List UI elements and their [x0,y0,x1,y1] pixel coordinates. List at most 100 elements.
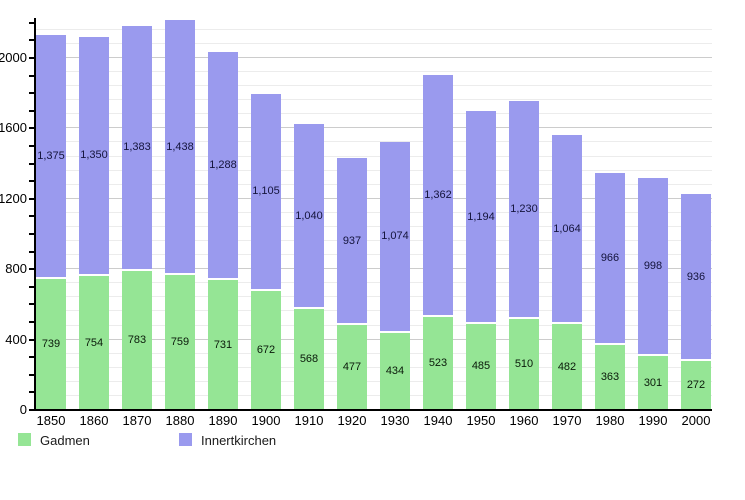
gadmen-segment-1890 [208,280,238,409]
y-axis-label-400: 400 [5,332,27,347]
innertkirchen-segment-1930 [380,141,410,331]
gridline-minor [36,240,712,241]
gadmen-segment-1920 [337,325,367,409]
gadmen-value-label-1910: 568 [299,353,319,365]
innertkirchen-value-label-1880: 1,438 [166,141,194,153]
x-axis-label-1910: 1910 [294,413,324,428]
innertkirchen-segment-1970 [552,134,582,323]
gadmen-swatch-icon [18,433,31,446]
gridline-minor [36,282,712,283]
y-axis-tick [29,409,34,411]
innertkirchen-segment-1850 [36,34,66,277]
x-axis-label-1970: 1970 [552,413,582,428]
innertkirchen-value-label-1940: 1,362 [424,189,452,201]
y-axis-tick [29,180,34,182]
gridline-minor [36,99,712,100]
gridline-minor [36,381,712,382]
innertkirchen-value-label-1890: 1,288 [209,159,237,171]
gadmen-segment-1950 [466,323,496,409]
gridline-minor [36,85,712,86]
x-axis-label-1980: 1980 [595,413,625,428]
gadmen-value-label-1960: 510 [514,358,534,370]
innertkirchen-value-label-1970: 1,064 [553,223,581,235]
legend-label-gadmen: Gadmen [40,433,90,448]
innertkirchen-value-label-1930: 1,074 [381,230,409,242]
innertkirchen-segment-1910 [294,123,324,308]
gridline-minor [36,43,712,44]
gridline-major [36,57,712,58]
gadmen-segment-1960 [509,319,539,409]
gadmen-value-label-1990: 301 [643,377,663,389]
innertkirchen-value-label-1960: 1,230 [510,203,538,215]
x-axis-line [34,409,712,411]
gridline-minor [36,254,712,255]
x-axis-label-1900: 1900 [251,413,281,428]
x-axis-label-2000: 2000 [681,413,711,428]
innertkirchen-value-label-1920: 937 [342,235,362,247]
y-axis-tick [29,57,34,59]
innertkirchen-value-label-1910: 1,040 [295,210,323,222]
gadmen-value-label-1900: 672 [256,344,276,356]
innertkirchen-segment-1860 [79,36,109,275]
gridline-minor [36,296,712,297]
gadmen-segment-1910 [294,309,324,409]
x-axis-label-1940: 1940 [423,413,453,428]
gadmen-segment-1900 [251,290,281,409]
innertkirchen-swatch-icon [179,433,192,446]
y-axis-tick [29,39,34,41]
y-axis-tick [29,145,34,147]
y-axis-line [34,18,36,411]
innertkirchen-segment-1880 [165,20,195,274]
y-axis-tick [29,321,34,323]
gadmen-value-label-1870: 783 [127,334,147,346]
innertkirchen-segment-2000 [681,194,711,360]
gadmen-value-label-1880: 759 [170,336,190,348]
gadmen-segment-1940 [423,316,453,409]
y-axis-tick [29,110,34,112]
innertkirchen-value-label-1900: 1,105 [252,185,280,197]
x-axis-label-1890: 1890 [208,413,238,428]
x-axis-label-1930: 1930 [380,413,410,428]
innertkirchen-segment-1940 [423,75,453,315]
gadmen-value-label-1980: 363 [600,371,620,383]
y-axis-tick [29,163,34,165]
innertkirchen-segment-1920 [337,158,367,324]
gridline-minor [36,325,712,326]
gridline-minor [36,353,712,354]
y-axis-tick [29,233,34,235]
innertkirchen-value-label-1950: 1,194 [467,211,495,223]
innertkirchen-segment-1980 [595,173,625,344]
innertkirchen-value-label-1850: 1,375 [37,150,65,162]
x-axis-label-1960: 1960 [509,413,539,428]
gridline-minor [36,156,712,157]
x-axis-label-1950: 1950 [466,413,496,428]
gadmen-segment-1870 [122,271,152,409]
innertkirchen-value-label-1990: 998 [643,260,663,272]
gadmen-value-label-1890: 731 [213,339,233,351]
y-axis-tick [29,127,34,129]
gadmen-value-label-1850: 739 [41,338,61,350]
legend: Gadmen Innertkirchen [0,431,745,451]
gadmen-segment-1880 [165,275,195,409]
y-axis-tick [29,92,34,94]
y-axis-tick [29,303,34,305]
y-axis-tick [29,339,34,341]
x-axis-label-1860: 1860 [79,413,109,428]
y-axis-tick [29,268,34,270]
gadmen-value-label-1950: 485 [471,360,491,372]
y-axis-label-1600: 1600 [0,120,27,135]
gridline-minor [36,212,712,213]
innertkirchen-segment-1960 [509,100,539,318]
gadmen-segment-1980 [595,345,625,409]
gridline-minor [36,367,712,368]
gridline-major [36,268,712,269]
gadmen-value-label-1930: 434 [385,365,405,377]
gadmen-value-label-1940: 523 [428,357,448,369]
gridline-major [36,339,712,340]
y-axis-tick [29,286,34,288]
gridline-minor [36,395,712,396]
y-axis-tick [29,215,34,217]
gridline-minor [36,310,712,311]
y-axis-tick [29,22,34,24]
